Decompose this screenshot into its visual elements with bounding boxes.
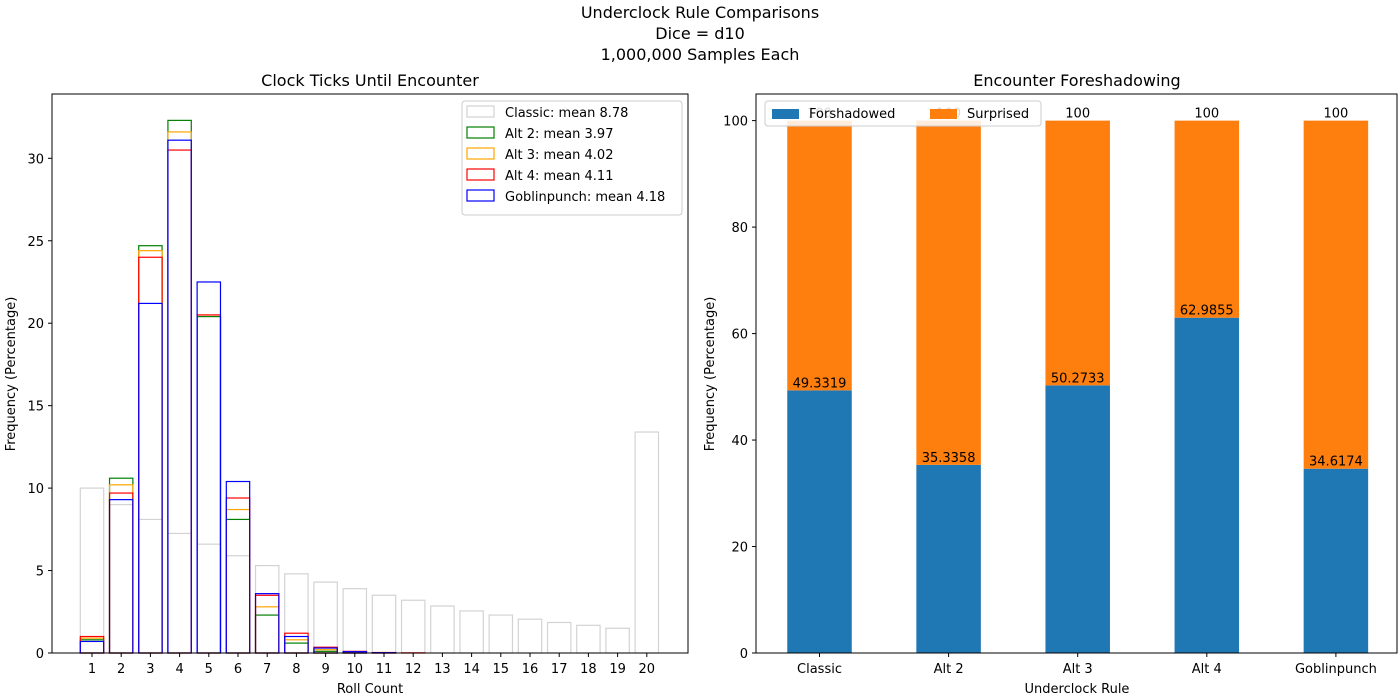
x-tick-label: 8 bbox=[292, 662, 300, 677]
suptitle-line-2: Dice = d10 bbox=[655, 24, 745, 43]
y-tick-label: 5 bbox=[36, 565, 44, 580]
stacked-plot-frame bbox=[755, 93, 1398, 654]
legend-frame bbox=[764, 100, 1042, 127]
legend-swatch bbox=[466, 147, 495, 160]
y-tick-label: 20 bbox=[27, 317, 44, 332]
stacked-bars: 49.331910035.335810050.273310062.9855100… bbox=[787, 107, 1369, 653]
y-tick-label: 20 bbox=[731, 541, 748, 556]
y-tick-label: 80 bbox=[731, 221, 748, 236]
y-tick-label: 15 bbox=[27, 400, 44, 415]
x-tick-label: 20 bbox=[639, 662, 656, 677]
legend-swatch bbox=[466, 105, 495, 118]
histogram-chart: Clock Ticks Until Encounter Roll Count F… bbox=[4, 71, 689, 697]
x-tick-label: 6 bbox=[234, 662, 242, 677]
y-tick-label: 10 bbox=[27, 482, 44, 497]
legend-frame bbox=[461, 100, 683, 216]
histogram-legend: Classic: mean 8.78 Alt 2: mean 3.97 Alt 3:… bbox=[461, 100, 683, 216]
legend-label: Goblinpunch: mean 4.18 bbox=[505, 190, 665, 205]
bar-segment-forshadowed bbox=[1303, 468, 1369, 653]
stacked-axes: Classic Alt 2 Alt 3 Alt 4 Goblinpunch 0 20 40 60… bbox=[723, 93, 1398, 677]
histogram-title: Clock Ticks Until Encounter bbox=[261, 71, 479, 90]
stacked-x-axis-label: Underclock Rule bbox=[1025, 682, 1130, 697]
x-tick-label: 18 bbox=[580, 662, 597, 677]
histogram-axes: 1 2 3 4 5 6 7 8 9 10 11 12 13 14 15 16 17 18 19 20051015202… bbox=[27, 93, 689, 677]
legend-label: Alt 2: mean 3.97 bbox=[505, 127, 613, 142]
x-tick-label: 1 bbox=[88, 662, 96, 677]
bar-segment-forshadowed bbox=[1174, 317, 1240, 653]
suptitle-line-3: 1,000,000 Samples Each bbox=[601, 45, 800, 64]
x-tick-label: Alt 2 bbox=[934, 662, 964, 677]
x-tick-label: 12 bbox=[405, 662, 422, 677]
bar-segment-forshadowed bbox=[787, 390, 852, 653]
x-tick-label: 2 bbox=[117, 662, 125, 677]
suptitle-line-1: Underclock Rule Comparisons bbox=[581, 3, 819, 22]
bar-segment-surprised bbox=[916, 120, 981, 465]
legend-swatch bbox=[930, 109, 957, 119]
x-tick-label: 7 bbox=[263, 662, 271, 677]
data-label-total: 100 bbox=[1065, 107, 1090, 122]
y-tick-label: 60 bbox=[731, 328, 748, 343]
bar-segment-surprised bbox=[1303, 120, 1369, 469]
data-label-forshadowed: 34.6174 bbox=[1309, 455, 1363, 470]
suptitle: Underclock Rule Comparisons Dice = d10 1… bbox=[581, 3, 819, 64]
stack-classic: 49.3319100 bbox=[787, 107, 852, 653]
y-tick-label: 0 bbox=[740, 647, 748, 662]
data-label-total: 100 bbox=[1323, 107, 1348, 122]
x-tick-label: 16 bbox=[522, 662, 539, 677]
data-label-forshadowed: 62.9855 bbox=[1180, 304, 1234, 319]
bar-segment-surprised bbox=[1174, 120, 1240, 318]
y-tick-label: 100 bbox=[723, 115, 748, 130]
histogram-plot-frame bbox=[51, 93, 689, 654]
x-tick-label: Classic bbox=[797, 662, 842, 677]
stack-goblinpunch: 34.6174 100 bbox=[1303, 107, 1369, 653]
x-tick-label: Alt 3 bbox=[1063, 662, 1093, 677]
legend-label: Alt 4: mean 4.11 bbox=[505, 169, 613, 184]
legend-label: Surprised bbox=[967, 107, 1029, 122]
stack-alt-4: 62.9855 100 bbox=[1174, 107, 1240, 653]
histogram-x-axis-label: Roll Count bbox=[337, 682, 403, 697]
y-tick-label: 40 bbox=[731, 434, 748, 449]
x-tick-label: 9 bbox=[321, 662, 329, 677]
y-tick-label: 30 bbox=[27, 152, 44, 167]
x-tick-label: 19 bbox=[609, 662, 626, 677]
data-label-total: 100 bbox=[1194, 107, 1219, 122]
bar-segment-surprised bbox=[787, 120, 852, 391]
stacked-chart-title: Encounter Foreshadowing bbox=[973, 71, 1180, 90]
y-tick-label: 0 bbox=[36, 647, 44, 662]
x-tick-label: 13 bbox=[434, 662, 451, 677]
x-tick-label: 5 bbox=[205, 662, 213, 677]
data-label-forshadowed: 35.3358 bbox=[922, 451, 976, 466]
legend-label: Classic: mean 8.78 bbox=[505, 106, 628, 121]
bar-segment-forshadowed bbox=[916, 464, 981, 653]
x-tick-label: 4 bbox=[175, 662, 183, 677]
stacked-y-axis-label: Frequency (Percentage) bbox=[703, 297, 718, 452]
x-tick-label: 14 bbox=[463, 662, 480, 677]
x-tick-label: 10 bbox=[347, 662, 364, 677]
x-tick-label: 11 bbox=[376, 662, 393, 677]
stacked-legend: Forshadowed Surprised bbox=[764, 100, 1042, 127]
bar-segment-forshadowed bbox=[1045, 385, 1110, 653]
bar-segment-surprised bbox=[1045, 120, 1110, 386]
data-label-forshadowed: 50.2733 bbox=[1051, 371, 1105, 386]
x-tick-label: Alt 4 bbox=[1192, 662, 1222, 677]
x-tick-label: 3 bbox=[146, 662, 154, 677]
legend-swatch bbox=[466, 189, 495, 202]
legend-swatch bbox=[466, 168, 495, 181]
legend-swatch bbox=[466, 126, 495, 139]
x-tick-label: 17 bbox=[551, 662, 568, 677]
legend-swatch bbox=[772, 109, 799, 119]
x-tick-label: Goblinpunch bbox=[1295, 662, 1377, 677]
stacked-bar-chart: Encounter Foreshadowing Underclock Rule … bbox=[703, 71, 1398, 697]
stack-alt-2: 35.3358100 bbox=[916, 107, 981, 653]
stack-alt-3: 50.2733 100 bbox=[1045, 107, 1110, 653]
data-label-forshadowed: 49.3319 bbox=[793, 376, 847, 391]
legend-label: Forshadowed bbox=[809, 107, 895, 122]
histogram-y-axis-label: Frequency (Percentage) bbox=[4, 297, 19, 452]
legend-label: Alt 3: mean 4.02 bbox=[505, 148, 613, 163]
y-tick-label: 25 bbox=[27, 235, 44, 250]
x-tick-label: 15 bbox=[493, 662, 510, 677]
